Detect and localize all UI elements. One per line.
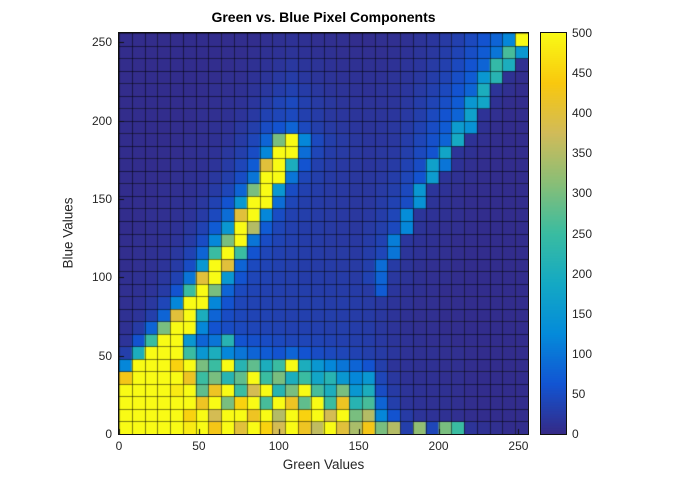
chart-title: Green vs. Blue Pixel Components	[211, 9, 436, 25]
x-tick-label: 50	[192, 439, 206, 453]
colorbar-tick-label: 100	[572, 346, 593, 361]
colorbar-tick-label: 300	[572, 186, 593, 201]
y-tick-label: 200	[91, 113, 112, 128]
x-tick-label: 100	[268, 439, 289, 453]
colorbar-tick-label: 0	[572, 427, 579, 441]
x-tick-label: 0	[115, 439, 123, 453]
colorbar-tick-label: 450	[572, 66, 593, 81]
y-tick-label: 0	[105, 427, 112, 441]
heatmap-plot	[118, 32, 529, 435]
x-axis-label: Green Values	[282, 457, 365, 472]
colorbar-tick-label: 200	[572, 266, 593, 281]
y-tick-label: 100	[91, 270, 112, 285]
colorbar-tick-label: 500	[572, 26, 593, 40]
colorbar-tick-label: 50	[572, 386, 586, 401]
colorbar-tick-label: 250	[572, 226, 593, 241]
y-tick-label: 250	[91, 35, 112, 50]
x-tick-label: 250	[508, 439, 529, 453]
colorbar	[540, 32, 567, 435]
x-tick-label: 150	[348, 439, 369, 453]
colorbar-tick-label: 400	[572, 106, 593, 121]
y-tick-label: 150	[91, 192, 112, 207]
y-axis-label: Blue Values	[60, 197, 76, 269]
y-tick-label: 50	[98, 348, 112, 363]
colorbar-tick-label: 150	[572, 306, 593, 321]
x-tick-label: 200	[428, 439, 449, 453]
colorbar-tick-label: 350	[572, 146, 593, 161]
